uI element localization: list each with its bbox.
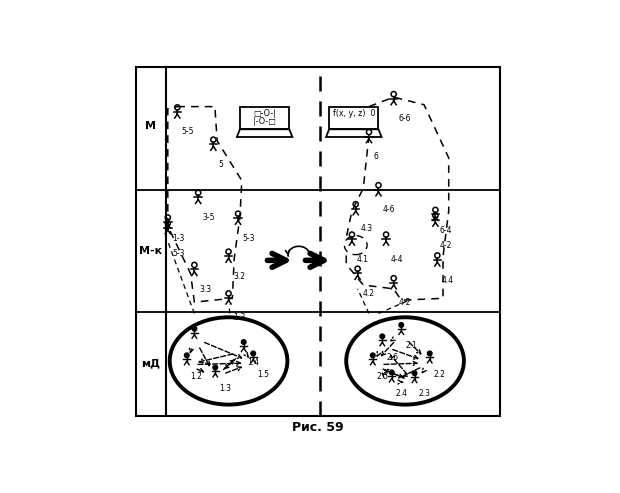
Text: М: М xyxy=(145,121,156,131)
Circle shape xyxy=(213,365,218,370)
Text: 1.3: 1.3 xyxy=(219,384,231,393)
Circle shape xyxy=(371,353,375,357)
Text: 6: 6 xyxy=(374,152,378,161)
Polygon shape xyxy=(326,129,381,137)
Text: 2.6: 2.6 xyxy=(386,352,398,361)
Text: 4-2: 4-2 xyxy=(398,298,410,307)
Text: 2.5: 2.5 xyxy=(376,372,389,381)
Text: 2.3: 2.3 xyxy=(418,389,430,398)
Text: 1.4: 1.4 xyxy=(247,358,260,367)
Text: 2.4: 2.4 xyxy=(396,388,407,398)
Text: 4.4: 4.4 xyxy=(442,276,454,284)
Text: 5-3: 5-3 xyxy=(242,234,255,243)
Text: 5: 5 xyxy=(218,160,223,169)
Text: 1.5: 1.5 xyxy=(257,370,269,379)
Text: f(x, y, z)  0: f(x, y, z) 0 xyxy=(332,109,375,118)
Text: □-O-|: □-O-| xyxy=(253,109,276,118)
Text: 1.2: 1.2 xyxy=(190,372,203,381)
Circle shape xyxy=(241,340,246,344)
Circle shape xyxy=(427,351,432,356)
Text: 1-3: 1-3 xyxy=(233,314,246,322)
Circle shape xyxy=(380,334,384,339)
Circle shape xyxy=(412,371,417,376)
Text: 5-3: 5-3 xyxy=(172,249,185,258)
Circle shape xyxy=(251,351,255,356)
Circle shape xyxy=(185,353,189,357)
Text: 4.3: 4.3 xyxy=(360,224,373,233)
Ellipse shape xyxy=(344,236,367,255)
Circle shape xyxy=(399,322,404,327)
Text: 3.2: 3.2 xyxy=(233,272,245,281)
Text: 5-5: 5-5 xyxy=(182,128,194,137)
Bar xyxy=(329,107,378,129)
Text: |-O-□: |-O-□ xyxy=(253,117,276,126)
Text: 4-2: 4-2 xyxy=(440,242,453,250)
Text: 6-4: 6-4 xyxy=(440,226,453,235)
Polygon shape xyxy=(237,129,292,137)
Text: 4-6: 4-6 xyxy=(383,205,396,214)
Text: 4.1: 4.1 xyxy=(356,255,368,264)
Text: мД: мД xyxy=(141,358,160,368)
Text: 6-6: 6-6 xyxy=(398,114,410,123)
Text: 2.2: 2.2 xyxy=(433,370,445,379)
Ellipse shape xyxy=(346,317,464,405)
Text: 4-4: 4-4 xyxy=(391,255,403,264)
Text: 1-3: 1-3 xyxy=(172,234,185,243)
Circle shape xyxy=(389,370,394,375)
Text: 3.3: 3.3 xyxy=(199,285,211,294)
Text: 2.1: 2.1 xyxy=(405,341,417,350)
Text: М-к: М-к xyxy=(139,246,162,256)
Circle shape xyxy=(192,326,197,331)
Text: Рис. 59: Рис. 59 xyxy=(292,421,343,434)
Ellipse shape xyxy=(170,317,288,405)
Text: 3-5: 3-5 xyxy=(203,213,215,222)
Bar xyxy=(240,107,290,129)
Text: 4.2: 4.2 xyxy=(362,289,374,298)
